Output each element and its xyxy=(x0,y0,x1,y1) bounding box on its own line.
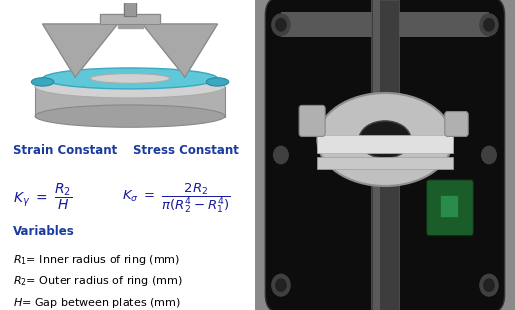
Circle shape xyxy=(480,274,498,296)
Circle shape xyxy=(276,279,286,291)
Ellipse shape xyxy=(317,93,453,186)
FancyBboxPatch shape xyxy=(250,0,515,310)
FancyBboxPatch shape xyxy=(35,87,225,117)
Text: $R_2$= Outer radius of ring (mm): $R_2$= Outer radius of ring (mm) xyxy=(13,274,183,288)
Text: Variables: Variables xyxy=(13,225,75,238)
Polygon shape xyxy=(117,17,143,28)
Circle shape xyxy=(480,14,498,36)
Text: $R_1$= Inner radius of ring (mm): $R_1$= Inner radius of ring (mm) xyxy=(13,253,180,267)
FancyBboxPatch shape xyxy=(445,112,468,136)
Ellipse shape xyxy=(206,78,229,86)
Polygon shape xyxy=(124,0,136,16)
Bar xyxy=(317,157,453,169)
Circle shape xyxy=(484,19,494,31)
Polygon shape xyxy=(43,24,117,77)
Circle shape xyxy=(272,274,290,296)
Circle shape xyxy=(482,146,496,164)
Bar xyxy=(398,12,489,37)
FancyBboxPatch shape xyxy=(265,0,505,310)
Bar xyxy=(371,0,399,310)
Text: $K_{\sigma}\ =\ \dfrac{2R_2}{\pi(R_2^4-R_1^4)}$: $K_{\sigma}\ =\ \dfrac{2R_2}{\pi(R_2^4-R… xyxy=(123,181,231,215)
Ellipse shape xyxy=(90,73,170,83)
Bar xyxy=(373,0,380,310)
Ellipse shape xyxy=(359,121,411,158)
Bar xyxy=(281,12,372,37)
FancyBboxPatch shape xyxy=(299,105,325,136)
Circle shape xyxy=(484,279,494,291)
Ellipse shape xyxy=(43,68,217,89)
Circle shape xyxy=(276,19,286,31)
Ellipse shape xyxy=(35,105,225,127)
Polygon shape xyxy=(100,14,160,24)
Circle shape xyxy=(273,146,288,164)
Ellipse shape xyxy=(31,78,54,86)
Text: $H$= Gap between plates (mm): $H$= Gap between plates (mm) xyxy=(13,296,181,310)
Bar xyxy=(317,135,453,153)
Text: $K_{\gamma}\ =\ \dfrac{R_2}{H}$: $K_{\gamma}\ =\ \dfrac{R_2}{H}$ xyxy=(13,181,72,212)
Text: Strain Constant: Strain Constant xyxy=(13,144,117,157)
Circle shape xyxy=(272,14,290,36)
Ellipse shape xyxy=(35,76,225,98)
Text: Stress Constant: Stress Constant xyxy=(132,144,238,157)
Polygon shape xyxy=(143,24,217,77)
FancyBboxPatch shape xyxy=(426,180,473,236)
Bar xyxy=(440,195,458,217)
